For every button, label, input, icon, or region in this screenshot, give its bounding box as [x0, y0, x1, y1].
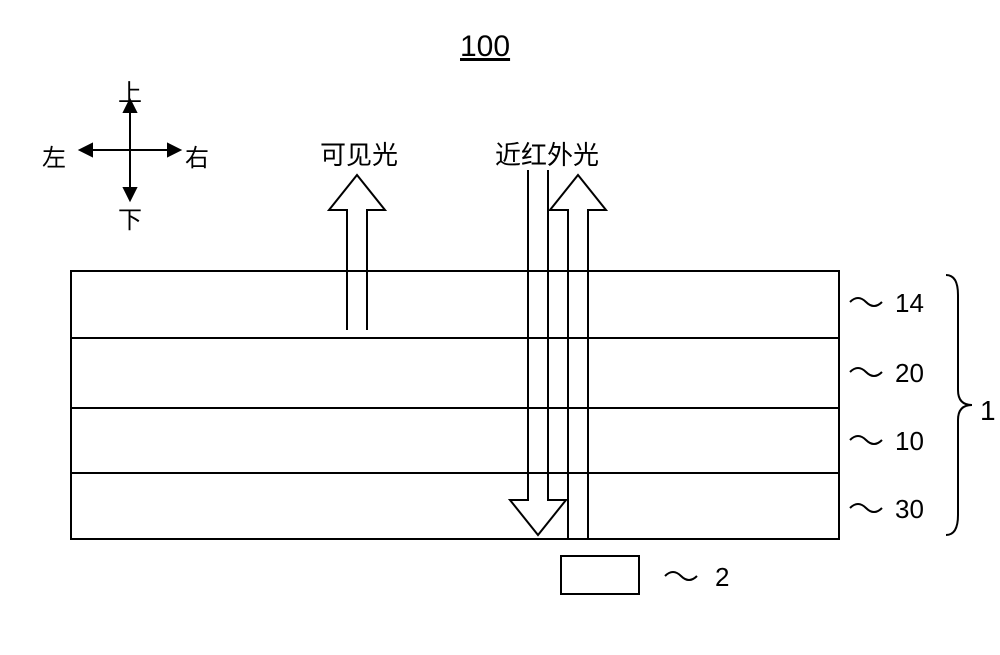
compass-left-label: 左	[42, 138, 66, 173]
layer-label-14: 14	[895, 288, 924, 319]
visible-light-label: 可见光	[320, 135, 398, 172]
compass-up-label: 上	[118, 73, 142, 108]
compass-down-label: 下	[118, 200, 142, 235]
nir-label: 近红外光	[495, 135, 599, 172]
bracket-label-1: 1	[980, 395, 996, 427]
compass-icon	[80, 100, 180, 200]
layer-stack	[70, 270, 840, 540]
box2-tilde-icon	[665, 572, 697, 580]
figure-number: 100	[460, 30, 510, 64]
layer-label-10: 10	[895, 426, 924, 457]
layer-divider-2	[72, 407, 838, 409]
box-2	[560, 555, 640, 595]
layer-divider-1	[72, 337, 838, 339]
compass-right-label: 右	[185, 138, 209, 173]
bracket-icon	[946, 275, 972, 535]
layer-tilde-icons	[850, 298, 882, 512]
layer-label-20: 20	[895, 358, 924, 389]
layer-divider-3	[72, 472, 838, 474]
box-2-label: 2	[715, 562, 729, 593]
layer-label-30: 30	[895, 494, 924, 525]
